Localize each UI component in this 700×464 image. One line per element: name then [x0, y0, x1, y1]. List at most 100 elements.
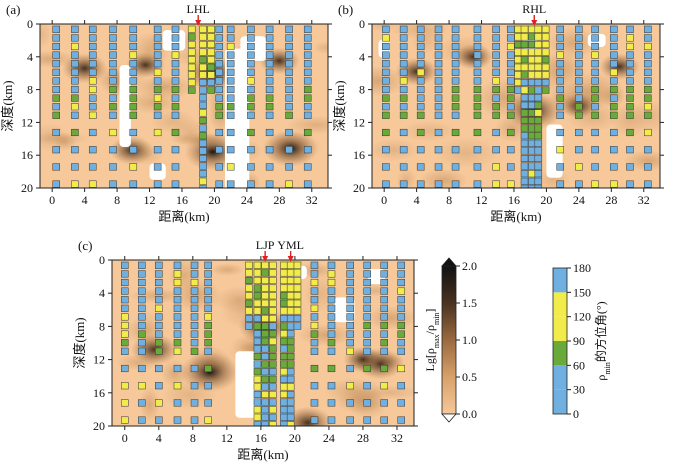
azimuth-cell	[153, 85, 162, 94]
azimuth-cell	[190, 330, 199, 338]
azimuth-cell	[52, 60, 60, 68]
azimuth-cell	[591, 163, 599, 171]
azimuth-cell	[528, 48, 536, 56]
y-tick-label: 4	[27, 50, 33, 64]
azimuth-cell	[399, 94, 408, 102]
azimuth-cell	[199, 185, 207, 188]
azimuth-cell	[610, 146, 618, 154]
azimuth-cell	[327, 364, 336, 373]
azimuth-cell	[382, 128, 390, 137]
azimuth-cell	[434, 103, 443, 111]
azimuth-cell	[397, 304, 405, 312]
azimuth-cell	[280, 261, 288, 269]
azimuth-cell	[265, 34, 274, 42]
colorbar-band	[553, 365, 567, 390]
azimuth-cell	[310, 382, 319, 390]
colorbar-tick-label: 1.5	[462, 296, 477, 310]
azimuth-cell	[514, 63, 522, 71]
azimuth-cell	[269, 398, 277, 406]
azimuth-cell	[399, 42, 408, 51]
azimuth-cell	[382, 77, 390, 85]
azimuth-cell	[303, 60, 312, 68]
x-tick-label: 8	[114, 193, 120, 207]
azimuth-cell	[215, 128, 224, 137]
colorbar-tick-label: 150	[573, 285, 591, 299]
azimuth-cell	[575, 163, 583, 171]
azimuth-cell	[303, 25, 312, 33]
station-column	[591, 25, 599, 188]
azimuth-cell	[397, 270, 405, 278]
azimuth-cell	[153, 77, 162, 85]
azimuth-cell	[541, 86, 550, 94]
azimuth-cell	[303, 111, 312, 119]
azimuth-cell	[626, 163, 634, 171]
azimuth-cell	[520, 170, 529, 178]
azimuth-cell	[280, 375, 288, 383]
azimuth-cell	[556, 68, 564, 76]
station-column	[399, 25, 408, 188]
azimuth-cell	[138, 313, 146, 321]
azimuth-cell	[382, 94, 390, 102]
azimuth-cell	[269, 368, 277, 376]
azimuth-cell	[380, 261, 388, 269]
azimuth-cell	[397, 416, 405, 424]
azimuth-cell	[190, 382, 199, 390]
azimuth-cell	[534, 48, 543, 56]
azimuth-cell	[534, 154, 543, 163]
azimuth-cell	[473, 60, 482, 68]
azimuth-cell	[280, 337, 288, 345]
azimuth-cell	[71, 163, 79, 171]
azimuth-cell	[528, 132, 536, 140]
azimuth-cell	[528, 94, 536, 102]
azimuth-cell	[88, 42, 97, 51]
azimuth-cell	[556, 146, 564, 154]
azimuth-cell	[528, 154, 536, 163]
azimuth-cell	[528, 101, 536, 109]
azimuth-cell	[286, 360, 295, 368]
azimuth-cell	[138, 339, 146, 347]
azimuth-cell	[245, 307, 253, 315]
azimuth-cell	[397, 399, 405, 407]
azimuth-cell	[528, 40, 536, 49]
azimuth-cell	[644, 103, 652, 111]
station-column	[575, 25, 583, 188]
azimuth-cell	[286, 292, 295, 300]
azimuth-cell	[346, 347, 354, 355]
no-data-gap	[149, 163, 166, 180]
azimuth-cell	[363, 278, 371, 287]
azimuth-cell	[204, 287, 212, 295]
station-column	[52, 25, 60, 188]
azimuth-cell	[591, 34, 599, 42]
x-tick-label: 4	[82, 193, 88, 207]
azimuth-cell	[155, 339, 163, 347]
azimuth-cell	[520, 185, 529, 188]
azimuth-cell	[226, 94, 235, 102]
azimuth-cell	[382, 42, 390, 51]
azimuth-cell	[399, 111, 408, 119]
azimuth-cell	[109, 25, 117, 33]
station-column	[190, 261, 199, 424]
azimuth-cell	[416, 68, 425, 76]
azimuth-cell	[514, 25, 522, 33]
azimuth-cell	[397, 287, 405, 295]
azimuth-cell	[171, 34, 180, 42]
station-column	[346, 261, 354, 424]
colorbar-label: Lg[ρmax/ρmin]	[423, 309, 441, 372]
azimuth-cell	[129, 163, 138, 171]
azimuth-cell	[190, 321, 199, 330]
azimuth-cell	[261, 398, 269, 406]
azimuth-cell	[204, 347, 212, 355]
station-column	[397, 261, 405, 424]
azimuth-cell	[520, 94, 529, 102]
azimuth-cell	[215, 163, 224, 171]
azimuth-cell	[204, 304, 212, 312]
panel-label: (a)	[6, 2, 20, 17]
azimuth-cell	[190, 278, 199, 287]
azimuth-cell	[416, 51, 425, 59]
azimuth-cell	[173, 364, 182, 373]
station-column	[451, 25, 460, 188]
azimuth-cell	[138, 261, 146, 269]
azimuth-cell	[451, 42, 460, 51]
x-axis-label: 距离(km)	[237, 447, 288, 462]
azimuth-cell	[520, 86, 529, 94]
